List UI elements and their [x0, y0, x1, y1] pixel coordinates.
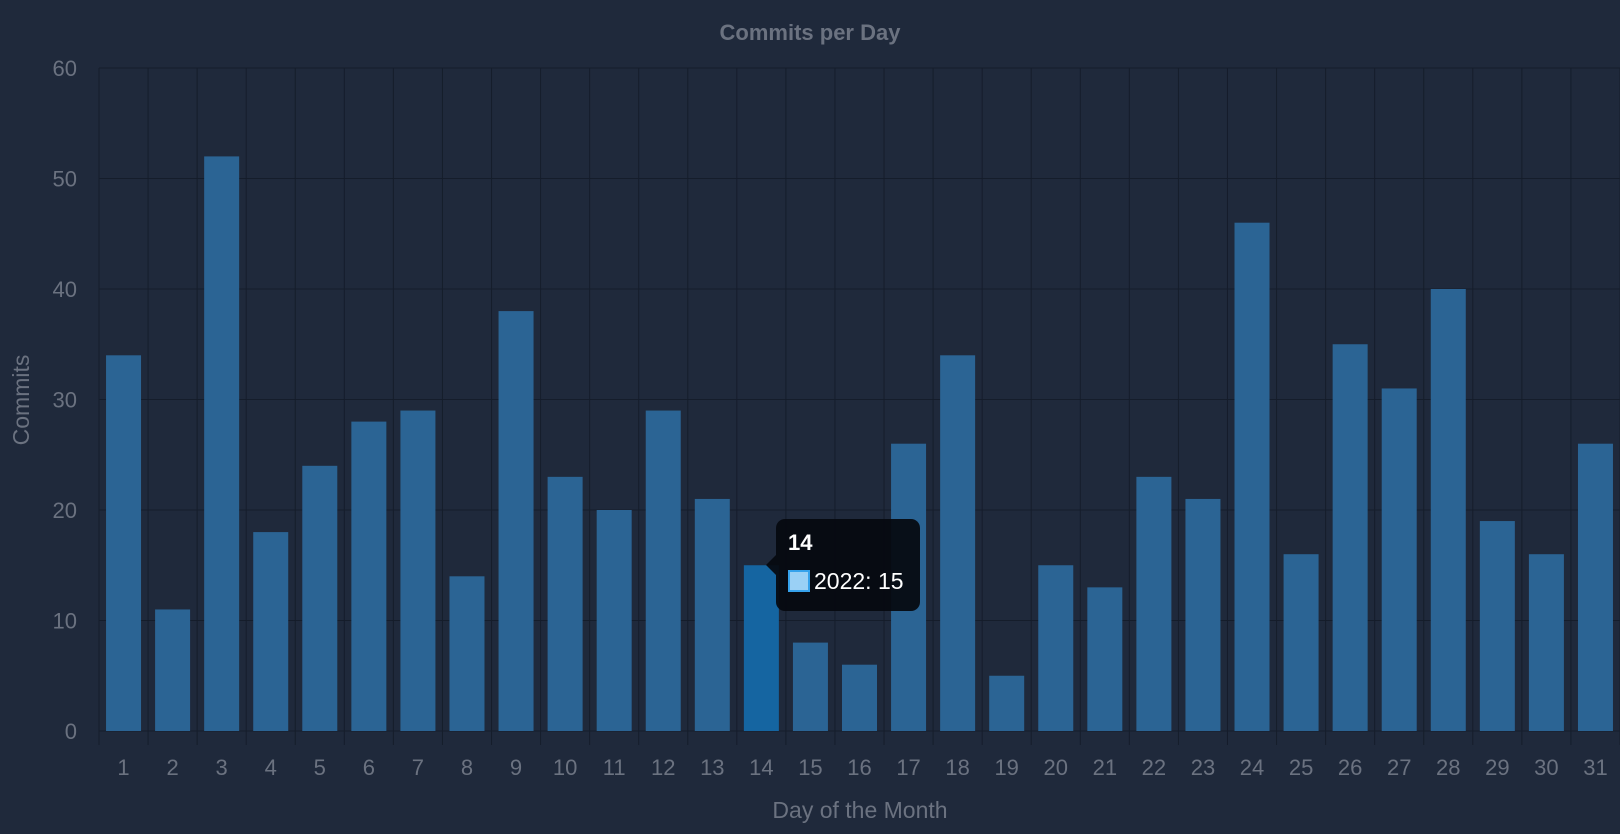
- bar-day-15[interactable]: [792, 642, 828, 731]
- x-tick-label: 26: [1338, 755, 1362, 780]
- bar-day-31[interactable]: [1577, 443, 1613, 731]
- x-tick-label: 14: [749, 755, 773, 780]
- x-tick-label: 27: [1387, 755, 1411, 780]
- bar-day-5[interactable]: [302, 465, 338, 731]
- y-axis-ticks: 0 10 20 30 40 50 60: [53, 56, 77, 744]
- bar-day-8[interactable]: [449, 576, 485, 731]
- tooltip-label: 2022: 15: [814, 568, 904, 594]
- bar-day-21[interactable]: [1087, 587, 1123, 731]
- x-tick-label: 20: [1044, 755, 1068, 780]
- x-tick-label: 1: [117, 755, 129, 780]
- x-tick-label: 15: [798, 755, 822, 780]
- x-tick-label: 10: [553, 755, 577, 780]
- y-tick-label: 0: [65, 719, 77, 744]
- bar-day-16[interactable]: [842, 664, 877, 731]
- grid-lines: [98, 67, 1620, 745]
- bar-day-19[interactable]: [989, 675, 1025, 731]
- x-tick-label: 13: [700, 755, 724, 780]
- bar-day-24[interactable]: [1234, 222, 1270, 731]
- bar-day-1[interactable]: [106, 355, 142, 731]
- y-tick-label: 60: [53, 56, 77, 81]
- bar-day-30[interactable]: [1528, 554, 1564, 731]
- tooltip-color-swatch: [788, 570, 810, 592]
- y-tick-label: 40: [53, 277, 77, 302]
- bar-day-4[interactable]: [253, 532, 289, 731]
- bar-day-28[interactable]: [1430, 289, 1466, 731]
- x-tick-label: 4: [265, 755, 277, 780]
- x-tick-label: 8: [461, 755, 473, 780]
- chart-title: Commits per Day: [720, 20, 902, 45]
- bar-day-6[interactable]: [351, 421, 387, 731]
- tooltip-title: 14: [788, 530, 813, 555]
- x-tick-label: 17: [896, 755, 920, 780]
- x-tick-label: 3: [216, 755, 228, 780]
- x-tick-label: 30: [1534, 755, 1558, 780]
- y-tick-label: 30: [53, 388, 77, 413]
- bar-day-10[interactable]: [547, 476, 583, 731]
- bar-day-22[interactable]: [1136, 476, 1172, 731]
- bar-day-9[interactable]: [498, 311, 534, 731]
- y-tick-label: 20: [53, 498, 77, 523]
- bar-day-23[interactable]: [1185, 498, 1221, 731]
- y-axis-label: Commits: [8, 355, 34, 446]
- tooltip: 14 2022: 15: [766, 519, 920, 611]
- x-axis-label: Day of the Month: [772, 797, 947, 823]
- bar-day-3[interactable]: [204, 156, 240, 731]
- x-tick-label: 11: [603, 755, 626, 780]
- bar-day-2[interactable]: [155, 609, 191, 731]
- x-tick-label: 29: [1485, 755, 1509, 780]
- bar-day-14[interactable]: [743, 565, 779, 731]
- x-axis-ticks: 1 2 3 4 5 6 7 8 9 10 11 12 13 14 15 16 17 18 19 20 21 22 23 24 2…: [117, 755, 1607, 780]
- bar-day-18[interactable]: [940, 355, 976, 731]
- bar-day-26[interactable]: [1332, 344, 1368, 731]
- x-tick-label: 2: [166, 755, 178, 780]
- bar-day-20[interactable]: [1038, 565, 1074, 731]
- bar-day-13[interactable]: [694, 498, 730, 731]
- x-tick-label: 9: [510, 755, 522, 780]
- x-tick-label: 25: [1289, 755, 1313, 780]
- x-tick-label: 31: [1583, 755, 1607, 780]
- y-tick-label: 50: [53, 167, 77, 192]
- bar-day-25[interactable]: [1283, 554, 1319, 731]
- y-tick-label: 10: [53, 609, 77, 634]
- x-tick-label: 21: [1093, 755, 1117, 780]
- bar-day-7[interactable]: [400, 410, 436, 731]
- x-tick-label: 7: [412, 755, 424, 780]
- x-tick-label: 18: [945, 755, 969, 780]
- tooltip-row: 2022: 15: [788, 568, 908, 594]
- x-tick-label: 6: [363, 755, 375, 780]
- x-tick-label: 23: [1191, 755, 1215, 780]
- x-tick-label: 16: [847, 755, 871, 780]
- x-tick-label: 22: [1142, 755, 1166, 780]
- x-tick-label: 19: [994, 755, 1018, 780]
- bar-day-27[interactable]: [1381, 388, 1417, 731]
- x-tick-label: 5: [314, 755, 326, 780]
- x-tick-label: 12: [651, 755, 675, 780]
- bar-series: [106, 156, 1613, 731]
- bar-day-12[interactable]: [645, 410, 681, 731]
- x-tick-label: 28: [1436, 755, 1460, 780]
- x-tick-label: 24: [1240, 755, 1264, 780]
- bar-day-29[interactable]: [1479, 521, 1515, 731]
- bar-day-11[interactable]: [596, 510, 632, 731]
